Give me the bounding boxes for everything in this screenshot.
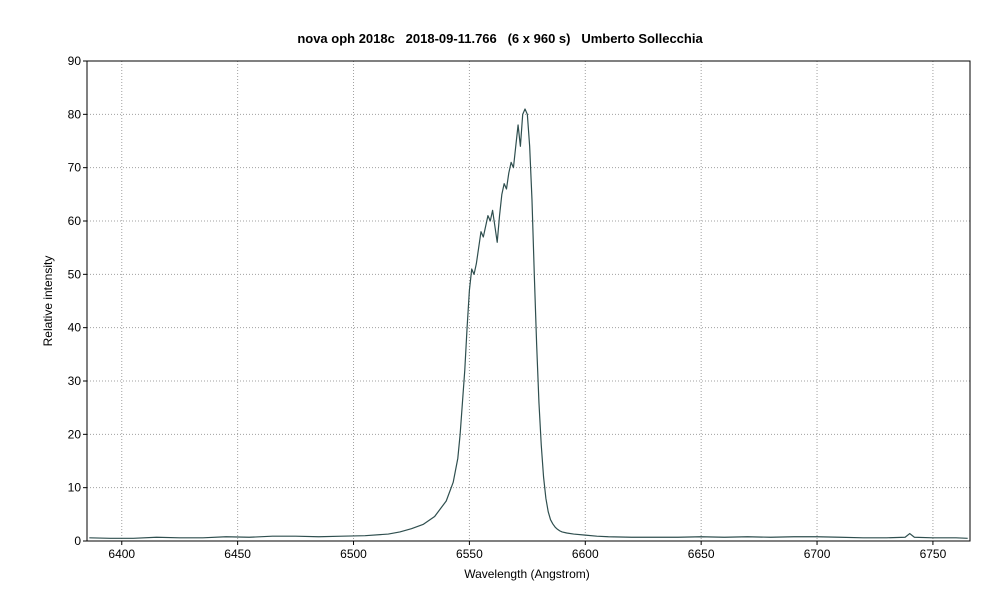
- y-tick-label: 80: [68, 107, 82, 121]
- y-tick-label: 60: [68, 214, 82, 228]
- y-axis-label: Relative intensity: [41, 256, 55, 347]
- x-tick-label: 6600: [572, 547, 599, 561]
- x-tick-label: 6450: [224, 547, 251, 561]
- y-tick-label: 90: [68, 54, 82, 68]
- y-tick-label: 70: [68, 161, 82, 175]
- plot-frame: [86, 60, 971, 542]
- y-tick-label: 0: [74, 534, 81, 548]
- spectrum-line: [89, 108, 968, 539]
- y-tick-label: 20: [68, 427, 82, 441]
- plot-area: [89, 108, 968, 539]
- x-axis-label: Wavelength (Angstrom): [464, 567, 590, 581]
- y-tick-label: 10: [68, 481, 82, 495]
- x-axis: 6400 6450 6500 6550 6600 6650 6700 6750: [108, 541, 947, 561]
- y-axis: 0 10 20 30 40 50 60 70 80 90: [68, 54, 87, 548]
- x-tick-label: 6550: [456, 547, 483, 561]
- x-tick-label: 6750: [920, 547, 947, 561]
- x-tick-label: 6650: [688, 547, 715, 561]
- y-tick-label: 40: [68, 321, 82, 335]
- chart-title: nova oph 2018c 2018-09-11.766 (6 x 960 s…: [297, 31, 703, 46]
- x-tick-label: 6700: [804, 547, 831, 561]
- x-tick-label: 6500: [340, 547, 367, 561]
- y-tick-label: 50: [68, 267, 82, 281]
- y-tick-label: 30: [68, 374, 82, 388]
- grid: [87, 61, 970, 541]
- x-tick-label: 6400: [108, 547, 135, 561]
